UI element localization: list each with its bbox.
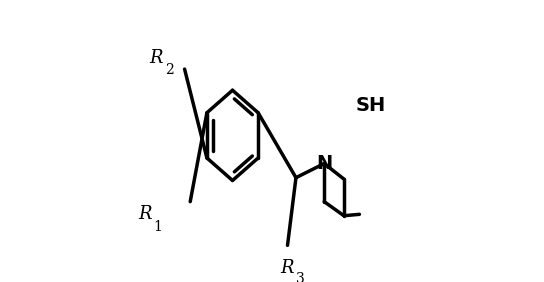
Text: 1: 1 — [153, 220, 163, 234]
Text: SH: SH — [355, 96, 386, 115]
Text: R: R — [138, 205, 152, 223]
Text: R: R — [150, 49, 163, 67]
Text: N: N — [316, 154, 332, 173]
Text: R: R — [281, 259, 294, 277]
Text: 3: 3 — [296, 272, 305, 282]
Text: 2: 2 — [165, 63, 174, 78]
